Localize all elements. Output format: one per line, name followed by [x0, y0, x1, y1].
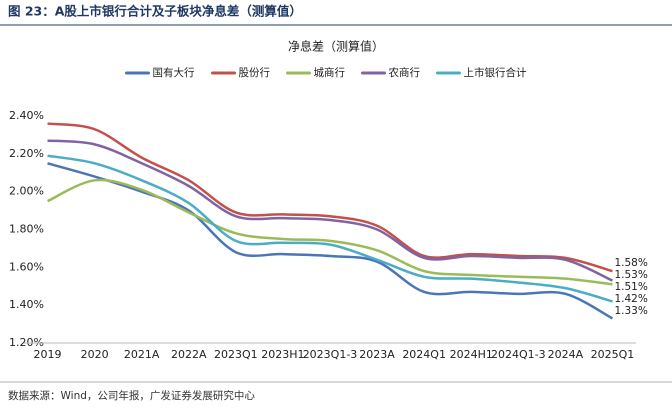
x-tick-label: 2023Q1-3: [303, 348, 358, 361]
x-tick-label: 2025Q1: [591, 348, 635, 361]
x-tick-label: 2020: [81, 348, 109, 361]
series-line: [47, 178, 613, 286]
y-tick-label: 2.00%: [9, 185, 44, 198]
series-line: [47, 122, 613, 273]
data-label: 1.51%: [614, 281, 647, 293]
figure-title: 图 23：A股上市银行合计及子板块净息差（测算值）: [8, 4, 302, 19]
legend-label: 农商行: [389, 66, 421, 79]
y-tick-label: 1.60%: [9, 260, 44, 273]
data-label: 1.58%: [614, 257, 647, 269]
data-label: 1.33%: [614, 305, 647, 317]
series-line: [47, 162, 614, 320]
chart-title: 净息差（测算值）: [288, 39, 384, 54]
x-tick-label: 2021A: [124, 348, 160, 361]
x-tick-label: 2023Q1: [214, 348, 258, 361]
y-tick-label: 2.40%: [9, 109, 44, 122]
y-tick-label: 2.20%: [9, 147, 44, 160]
data-label: 1.42%: [614, 293, 647, 305]
data-label: 1.53%: [614, 269, 647, 281]
legend-label: 上市银行合计: [464, 66, 527, 79]
legend-label: 国有大行: [153, 66, 195, 79]
x-tick-label: 2023H1: [261, 348, 304, 361]
x-tick-label: 2024H1: [450, 348, 493, 361]
y-tick-label: 1.40%: [9, 298, 44, 311]
legend-label: 城商行: [314, 66, 346, 79]
x-tick-label: 2022A: [171, 348, 207, 361]
series-line: [47, 139, 613, 282]
x-tick-label: 2024Q1-3: [491, 348, 546, 361]
x-tick-label: 2024Q1: [402, 348, 446, 361]
x-tick-label: 2024A: [548, 348, 584, 361]
x-tick-label: 2023A: [359, 348, 395, 361]
legend-label: 股份行: [239, 66, 271, 79]
x-tick-label: 2019: [34, 348, 62, 361]
series-line: [47, 154, 613, 303]
source-note: 数据来源：Wind，公司年报，广发证券发展研究中心: [8, 389, 255, 402]
y-tick-label: 1.80%: [9, 223, 44, 236]
